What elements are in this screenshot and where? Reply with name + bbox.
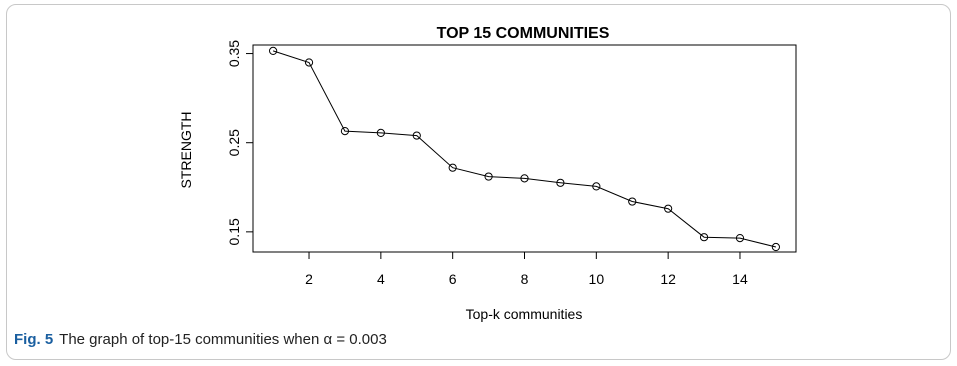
figure-frame xyxy=(6,4,951,360)
figure-caption: Fig. 5 The graph of top-15 communities wh… xyxy=(14,331,387,348)
data-point xyxy=(376,128,385,137)
data-point xyxy=(304,58,314,67)
data-point xyxy=(699,233,709,242)
data-point xyxy=(412,131,421,140)
x-tick-label: 8 xyxy=(521,271,529,287)
data-points xyxy=(269,46,780,252)
caption-text: The graph of top-15 communities when α =… xyxy=(59,331,387,348)
data-point xyxy=(448,163,457,172)
x-tick-label: 10 xyxy=(589,271,605,287)
data-point xyxy=(592,182,601,191)
plot-frame xyxy=(252,44,797,253)
x-tick-label: 12 xyxy=(660,271,676,287)
data-point xyxy=(269,46,278,55)
data-point xyxy=(771,242,780,252)
x-axis-label: Top-k communities xyxy=(466,306,583,322)
y-tick-label: 0.35 xyxy=(226,40,242,67)
data-point xyxy=(628,197,637,206)
series-line xyxy=(272,50,777,248)
x-tick-label: 4 xyxy=(377,271,385,287)
data-point xyxy=(735,233,745,243)
data-point xyxy=(340,127,350,136)
data-point xyxy=(484,172,493,181)
x-tick-label: 6 xyxy=(449,271,457,287)
y-axis: 0.15 0.25 0.35 xyxy=(226,40,253,245)
line-chart: TOP 15 COMMUNITIES 2 4 6 8 10 12 14 0.150.250.… xyxy=(178,25,797,322)
caption-label: Fig. 5 xyxy=(14,331,54,348)
data-point xyxy=(664,204,673,213)
x-axis: 2 4 6 8 10 12 14 xyxy=(305,252,748,287)
y-tick-label: 0.15 xyxy=(226,218,242,245)
y-tick-label: 0.25 xyxy=(226,129,242,156)
data-point xyxy=(520,174,529,183)
x-tick-label: 14 xyxy=(732,271,748,287)
chart-title: TOP 15 COMMUNITIES xyxy=(437,25,610,42)
x-tick-label: 2 xyxy=(305,271,313,287)
y-axis-label: STRENGTH xyxy=(178,112,194,189)
data-point xyxy=(556,178,565,187)
